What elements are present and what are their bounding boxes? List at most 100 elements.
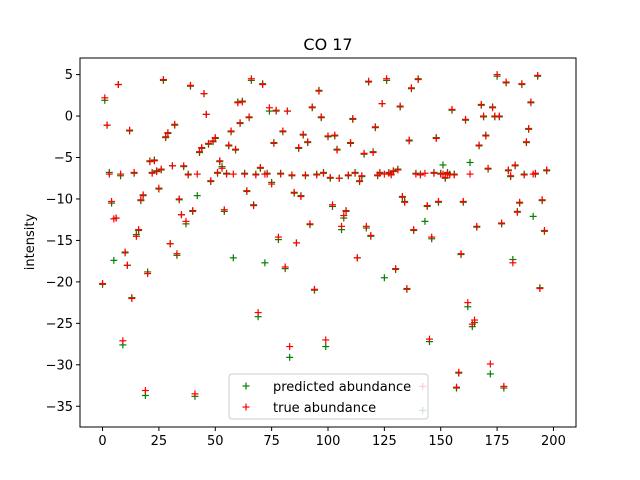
data-point	[200, 90, 208, 98]
data-point	[493, 71, 501, 79]
data-point	[137, 196, 145, 204]
data-point	[473, 222, 481, 230]
data-point	[425, 335, 433, 343]
data-point	[148, 169, 156, 177]
data-point	[475, 141, 483, 149]
data-point	[313, 171, 321, 179]
x-tick-label: 150	[428, 434, 453, 449]
data-point	[353, 254, 361, 262]
data-point	[232, 145, 240, 153]
data-point	[301, 171, 309, 179]
data-point	[360, 149, 368, 157]
data-point	[132, 232, 140, 240]
data-point	[119, 337, 127, 345]
data-point	[351, 169, 359, 177]
data-point	[322, 343, 330, 351]
y-tick-label: −10	[46, 192, 73, 207]
data-point	[527, 98, 535, 106]
data-point	[450, 171, 458, 179]
data-point	[403, 285, 411, 293]
data-point	[504, 166, 512, 174]
legend-label-predicted: predicted abundance	[273, 380, 411, 395]
data-point	[216, 157, 224, 165]
y-tick-label: −5	[54, 151, 73, 166]
data-point	[457, 250, 465, 258]
data-point	[358, 172, 366, 180]
data-point	[274, 233, 282, 241]
chart-title: CO 17	[303, 35, 352, 54]
data-point	[214, 168, 222, 176]
data-point	[105, 170, 113, 178]
data-point	[164, 129, 172, 137]
data-point	[342, 207, 350, 215]
data-point	[220, 206, 228, 214]
data-point	[511, 161, 519, 169]
data-point	[205, 139, 213, 147]
data-point	[186, 81, 194, 89]
data-point	[243, 187, 251, 195]
data-point	[516, 198, 524, 206]
data-point	[135, 226, 143, 234]
legend-entry-true-abundance: true abundance	[242, 401, 376, 416]
data-point	[254, 309, 262, 317]
data-point	[335, 174, 343, 182]
data-point	[396, 102, 404, 110]
data-point	[455, 368, 463, 376]
data-point	[466, 170, 474, 178]
data-point	[146, 158, 154, 166]
data-point	[423, 202, 431, 210]
data-point	[304, 138, 312, 146]
y-tick-label: 0	[65, 110, 73, 125]
data-point	[211, 134, 219, 142]
data-point	[112, 214, 120, 222]
x-tick-label: 100	[316, 434, 341, 449]
data-point	[416, 171, 424, 179]
data-point	[319, 169, 327, 177]
data-point	[288, 171, 296, 179]
y-axis: −35 −30 −25 −20 −15 −10 −5 0 5	[46, 68, 80, 415]
data-point	[101, 94, 109, 102]
data-point	[259, 81, 267, 89]
data-point	[263, 170, 271, 178]
data-point	[513, 208, 521, 216]
data-point	[495, 112, 503, 120]
data-point	[306, 220, 314, 228]
data-point	[369, 149, 377, 157]
data-point	[198, 144, 206, 152]
data-point	[225, 141, 233, 149]
data-point	[295, 144, 303, 152]
data-point	[126, 126, 134, 134]
data-point	[462, 115, 470, 123]
data-point	[110, 256, 118, 264]
data-point	[184, 171, 192, 179]
series-1	[99, 71, 551, 398]
data-point	[534, 71, 542, 79]
data-point	[238, 98, 246, 106]
data-point	[223, 170, 231, 178]
data-point	[477, 100, 485, 108]
legend-entry-predicted-abundance: predicted abundance	[242, 380, 411, 395]
data-point	[268, 180, 276, 188]
data-point	[340, 212, 348, 220]
data-point	[207, 177, 215, 185]
data-point	[347, 139, 355, 147]
data-point	[191, 390, 199, 398]
data-point	[518, 80, 526, 88]
x-tick-label: 25	[151, 434, 168, 449]
data-point	[453, 383, 461, 391]
data-point	[299, 130, 307, 138]
data-point	[414, 76, 422, 84]
data-point	[480, 112, 488, 120]
data-point	[315, 87, 323, 95]
data-point	[324, 132, 332, 140]
legend: predicted abundance true abundance	[228, 373, 429, 420]
data-point	[466, 158, 474, 166]
data-point	[329, 201, 337, 209]
x-axis: 0 25 50 75 100 125 150 175 200	[98, 427, 566, 449]
legend-box	[228, 373, 429, 420]
data-point	[182, 217, 190, 225]
data-point	[380, 170, 388, 178]
data-point	[525, 124, 533, 132]
data-point	[464, 299, 472, 307]
data-point	[500, 382, 508, 390]
